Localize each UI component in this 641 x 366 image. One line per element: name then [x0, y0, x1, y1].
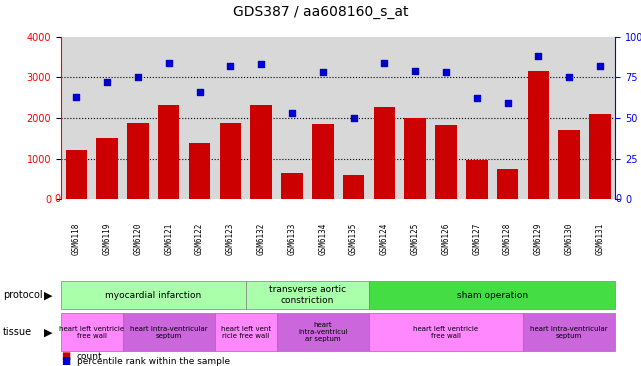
Point [595, 63, 605, 69]
Text: GSM6126: GSM6126 [442, 223, 451, 255]
Point [379, 60, 390, 66]
Text: GDS387 / aa608160_s_at: GDS387 / aa608160_s_at [233, 5, 408, 19]
Bar [281, 173, 303, 199]
Bar [96, 138, 118, 199]
Bar [65, 150, 87, 199]
Bar [343, 175, 364, 199]
Point [472, 96, 482, 101]
Point [441, 70, 451, 75]
Text: GSM6127: GSM6127 [472, 223, 481, 255]
Point [225, 63, 235, 69]
Text: heart left ventricle
free wall: heart left ventricle free wall [413, 326, 478, 339]
Text: GSM6123: GSM6123 [226, 223, 235, 255]
Text: GSM6125: GSM6125 [411, 223, 420, 255]
Bar [497, 168, 519, 199]
Point [410, 68, 420, 74]
Text: GSM6122: GSM6122 [195, 223, 204, 255]
Bar [435, 126, 457, 199]
Point [194, 89, 204, 95]
Text: ▶: ▶ [44, 327, 53, 337]
Bar [589, 114, 611, 199]
Text: ▶: ▶ [44, 290, 53, 300]
Text: GSM6131: GSM6131 [595, 223, 604, 255]
Text: count: count [77, 351, 103, 361]
Text: 0: 0 [54, 194, 61, 205]
Text: GSM6124: GSM6124 [380, 223, 389, 255]
Text: GSM6133: GSM6133 [287, 223, 296, 255]
Text: heart left vent
ricle free wall: heart left vent ricle free wall [221, 326, 271, 339]
Bar [188, 143, 210, 199]
Bar [374, 107, 395, 199]
Text: transverse aortic
constriction: transverse aortic constriction [269, 285, 346, 305]
Point [317, 70, 328, 75]
Text: ■: ■ [61, 351, 70, 361]
Text: heart
intra-ventricul
ar septum: heart intra-ventricul ar septum [298, 322, 347, 342]
Point [163, 60, 174, 66]
Text: GSM6134: GSM6134 [318, 223, 327, 255]
Bar [251, 105, 272, 199]
Point [503, 100, 513, 106]
Bar [528, 71, 549, 199]
Text: GSM6118: GSM6118 [72, 223, 81, 255]
Point [102, 79, 112, 85]
Bar [158, 105, 179, 199]
Point [533, 53, 544, 59]
Text: percentile rank within the sample: percentile rank within the sample [77, 357, 230, 366]
Point [564, 74, 574, 80]
Text: GSM6129: GSM6129 [534, 223, 543, 255]
Text: GSM6128: GSM6128 [503, 223, 512, 255]
Bar [466, 160, 488, 199]
Point [133, 74, 143, 80]
Text: heart intra-ventricular
septum: heart intra-ventricular septum [530, 326, 608, 339]
Bar [312, 124, 333, 199]
Point [349, 115, 359, 121]
Text: tissue: tissue [3, 327, 32, 337]
Text: GSM6120: GSM6120 [133, 223, 142, 255]
Text: GSM6132: GSM6132 [256, 223, 265, 255]
Text: heart intra-ventricular
septum: heart intra-ventricular septum [130, 326, 208, 339]
Bar [127, 123, 149, 199]
Bar [404, 119, 426, 199]
Text: GSM6135: GSM6135 [349, 223, 358, 255]
Text: sham operation: sham operation [456, 291, 528, 300]
Point [71, 94, 81, 100]
Bar [219, 123, 241, 199]
Text: heart left ventricle
free wall: heart left ventricle free wall [59, 326, 124, 339]
Text: GSM6121: GSM6121 [164, 223, 173, 255]
Point [256, 61, 266, 67]
Text: protocol: protocol [3, 290, 43, 300]
Text: ■: ■ [61, 356, 70, 366]
Text: GSM6130: GSM6130 [565, 223, 574, 255]
Text: 0: 0 [615, 194, 622, 205]
Point [287, 110, 297, 116]
Text: myocardial infarction: myocardial infarction [105, 291, 201, 300]
Bar [558, 130, 580, 199]
Text: GSM6119: GSM6119 [103, 223, 112, 255]
